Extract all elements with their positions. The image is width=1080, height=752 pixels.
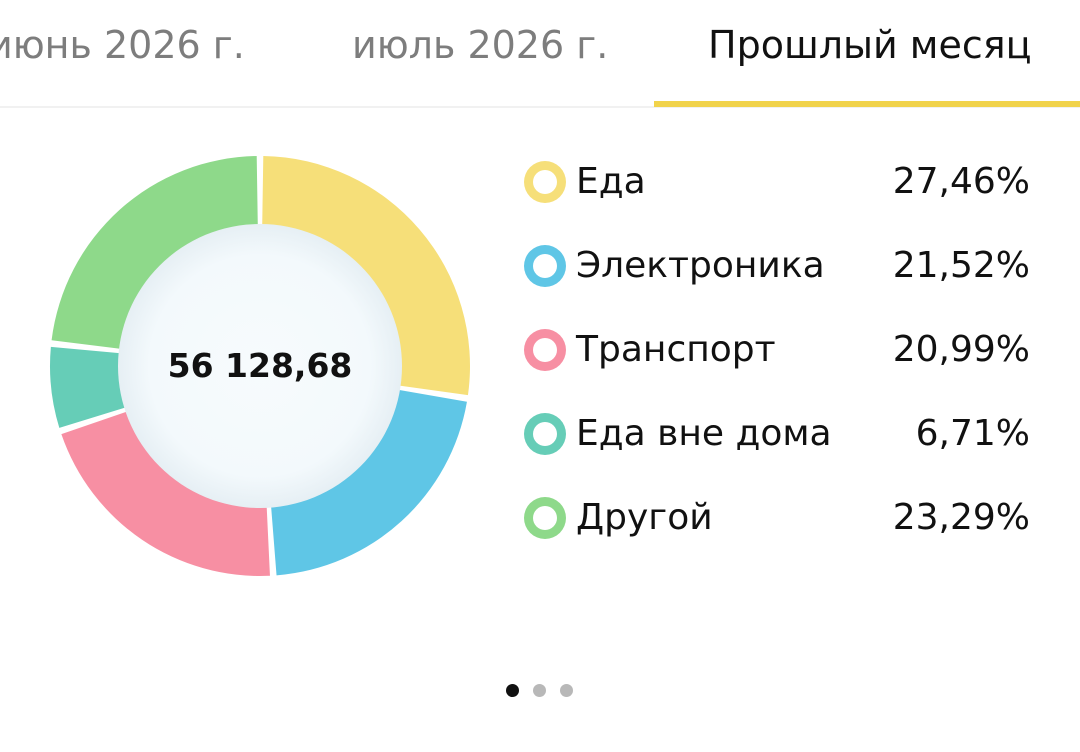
donut-slice-food[interactable]: [262, 156, 470, 396]
legend-label: Другой: [576, 497, 713, 538]
ring-dot-icon: [524, 413, 566, 455]
page-dot-3[interactable]: [560, 684, 573, 697]
donut-chart: [48, 154, 472, 578]
legend-label: Еда вне дома: [576, 413, 832, 454]
ring-dot-icon: [524, 329, 566, 371]
donut-slice-eating-out[interactable]: [49, 346, 127, 428]
legend-percent: 23,29%: [892, 497, 1030, 538]
legend-item-food[interactable]: Еда 27,46%: [520, 140, 1030, 224]
tab-june-2026[interactable]: июнь 2026 г.: [0, 23, 245, 67]
legend-percent: 27,46%: [892, 161, 1030, 202]
period-tabs: июнь 2026 г. июль 2026 г. Прошлый месяц: [0, 0, 1080, 108]
ring-dot-icon: [524, 497, 566, 539]
page-indicator: [506, 684, 576, 698]
active-tab-indicator: [654, 101, 1080, 107]
page-dot-1[interactable]: [506, 684, 519, 697]
donut-slice-other[interactable]: [51, 156, 258, 349]
legend-item-eating-out[interactable]: Еда вне дома 6,71%: [520, 392, 1030, 476]
legend-percent: 20,99%: [892, 329, 1030, 370]
donut-slice-transport[interactable]: [61, 411, 270, 576]
category-legend: Еда 27,46% Электроника 21,52% Транспорт …: [520, 140, 1030, 560]
legend-item-electronics[interactable]: Электроника 21,52%: [520, 224, 1030, 308]
legend-label: Электроника: [576, 245, 825, 286]
legend-label: Еда: [576, 161, 646, 202]
donut-chart-svg: [49, 156, 470, 576]
ring-dot-icon: [524, 161, 566, 203]
page-dot-2[interactable]: [533, 684, 546, 697]
legend-percent: 6,71%: [915, 413, 1030, 454]
donut-slice-electronics[interactable]: [271, 389, 467, 576]
ring-dot-icon: [524, 245, 566, 287]
legend-item-transport[interactable]: Транспорт 20,99%: [520, 308, 1030, 392]
tab-july-2026[interactable]: июль 2026 г.: [352, 23, 609, 67]
legend-percent: 21,52%: [892, 245, 1030, 286]
tab-last-month[interactable]: Прошлый месяц: [708, 23, 1032, 67]
donut-center: [118, 224, 402, 508]
legend-item-other[interactable]: Другой 23,29%: [520, 476, 1030, 560]
legend-label: Транспорт: [576, 329, 776, 370]
